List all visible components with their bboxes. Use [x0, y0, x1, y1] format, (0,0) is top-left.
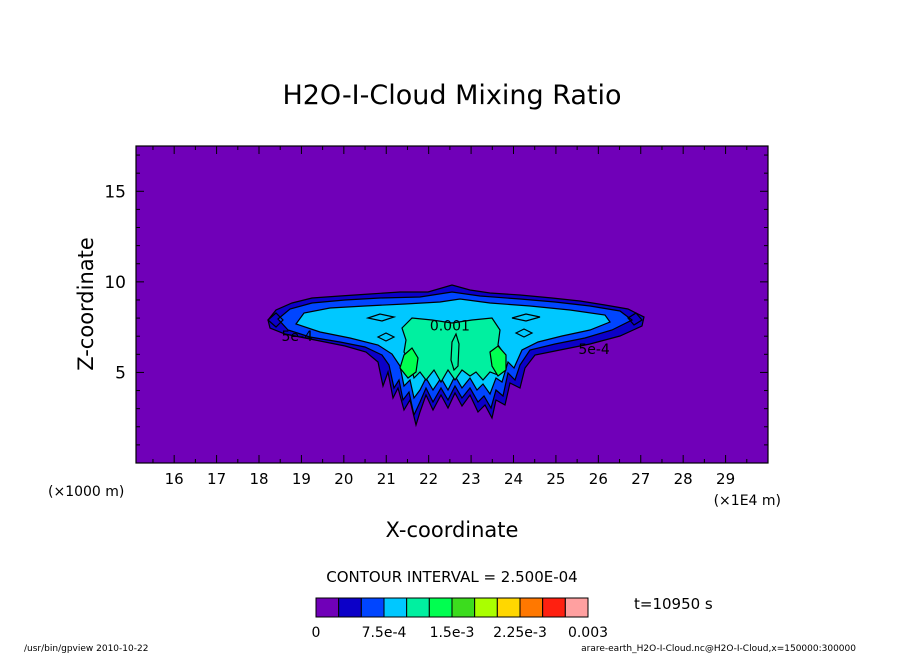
- colorbar-swatch: [406, 597, 430, 618]
- y-tick-label: 15: [104, 182, 126, 202]
- contour-label: 5e-4: [578, 342, 610, 358]
- plot-frame: [135, 145, 769, 464]
- colorbar-swatch: [451, 597, 476, 618]
- contour-fill-level-4: [401, 317, 506, 384]
- x-tick-label: 18: [249, 470, 268, 488]
- contour-line-inner-4: [514, 328, 534, 338]
- x-tick-label: 22: [419, 470, 438, 488]
- plot-area: 0.001 5e-4 5e-4: [135, 145, 769, 464]
- colorbar-swatch: [338, 597, 362, 618]
- contour-label: 5e-4: [281, 329, 313, 345]
- x-tick-label: 24: [504, 470, 523, 488]
- colorbar-labels: 0 7.5e-4 1.5e-3 2.25e-3 0.003: [312, 625, 609, 641]
- cloud-contours: [267, 284, 645, 428]
- colorbar-tick-label: 0.003: [568, 625, 608, 641]
- contour-fill-level-5-right: [489, 345, 507, 377]
- contour-line-inner-6: [267, 312, 284, 328]
- colorbar-swatch: [428, 597, 453, 618]
- colorbar-tick-label: 7.5e-4: [362, 625, 407, 641]
- contour-label: 0.001: [430, 318, 470, 334]
- contour-line-inner-2: [511, 313, 541, 322]
- contour-line-inner-7: [627, 312, 643, 326]
- x-tick-label: 29: [716, 470, 735, 488]
- y-tick-label: 10: [104, 273, 126, 293]
- footer-right: arare-earth_H2O-I-Cloud.nc@H2O-I-Cloud,x…: [581, 644, 856, 654]
- y-tick-label: 5: [115, 363, 126, 383]
- footer-left: /usr/bin/gpview 2010-10-22: [24, 644, 148, 654]
- contour-line-inner-3: [376, 332, 396, 342]
- colorbar-swatch: [315, 597, 340, 618]
- colorbar: [315, 597, 589, 618]
- contour-labels: 0.001 5e-4 5e-4: [281, 318, 609, 358]
- contour-interval-text: CONTOUR INTERVAL = 2.500E-04: [326, 568, 577, 586]
- colorbar-swatch: [564, 597, 589, 618]
- axis-ticks: [136, 146, 768, 463]
- y-axis-label: Z-coordinate: [74, 237, 98, 371]
- x-tick-label: 25: [546, 470, 565, 488]
- x-scale-note: (×1E4 m): [714, 493, 781, 509]
- contour-line-inner-1: [365, 313, 397, 322]
- x-tick-label: 27: [631, 470, 650, 488]
- chart-title: H2O-I-Cloud Mixing Ratio: [282, 80, 621, 111]
- x-tick-label: 20: [334, 470, 353, 488]
- x-tick-label: 28: [674, 470, 693, 488]
- colorbar-swatch: [383, 597, 408, 618]
- colorbar-tick-label: 1.5e-3: [430, 625, 475, 641]
- colorbar-swatch: [360, 597, 385, 618]
- x-tick-labels: 16 17 18 19 20 21 22 23 24 25 26 27 28 29: [165, 470, 736, 488]
- colorbar-tick-label: 2.25e-3: [493, 625, 547, 641]
- colorbar-swatch: [496, 597, 521, 618]
- x-tick-label: 16: [165, 470, 184, 488]
- contour-line-inner-5: [450, 332, 460, 372]
- x-tick-label: 19: [292, 470, 311, 488]
- x-axis-label: X-coordinate: [386, 518, 519, 542]
- colorbar-swatch: [519, 597, 544, 618]
- x-tick-label: 23: [462, 470, 481, 488]
- colorbar-swatch: [474, 597, 498, 618]
- y-tick-labels: 5 10 15: [104, 182, 126, 383]
- time-text: t=10950 s: [634, 595, 713, 613]
- x-tick-label: 26: [589, 470, 608, 488]
- colorbar-swatch: [542, 597, 566, 618]
- x-tick-label: 17: [207, 470, 226, 488]
- contour-fill-level-5-left: [399, 347, 419, 379]
- x-tick-label: 21: [377, 470, 396, 488]
- colorbar-tick-label: 0: [312, 625, 321, 641]
- y-scale-note: (×1000 m): [48, 484, 124, 500]
